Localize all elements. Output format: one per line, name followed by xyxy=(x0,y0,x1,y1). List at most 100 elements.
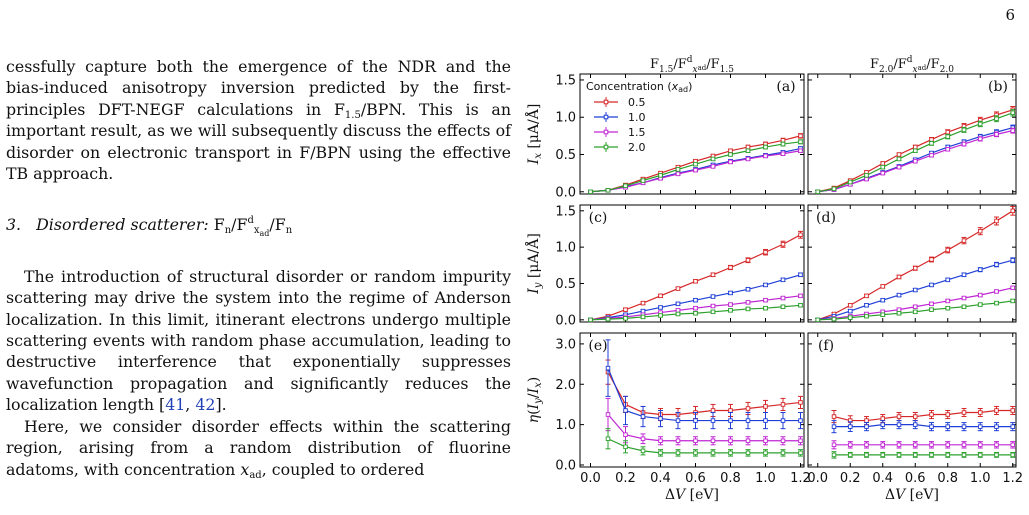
paragraph-1: cessfully capture both the emergence of … xyxy=(6,57,512,184)
data-point xyxy=(798,148,803,154)
data-point xyxy=(994,408,999,413)
data-point xyxy=(693,297,698,303)
data-point xyxy=(640,314,646,320)
legend-marker xyxy=(603,114,609,120)
data-point xyxy=(848,308,853,314)
panel-b: (b) xyxy=(807,73,1017,195)
data-point xyxy=(880,164,886,170)
data-point xyxy=(945,298,951,304)
data-point xyxy=(961,410,967,415)
series-line-1.0 xyxy=(834,424,1013,428)
data-point xyxy=(693,311,698,316)
data-point xyxy=(945,129,951,135)
data-point xyxy=(798,232,803,238)
panel-frame xyxy=(807,73,1017,195)
data-point xyxy=(994,424,999,429)
data-point xyxy=(798,139,803,145)
legend-marker xyxy=(603,99,609,105)
data-point xyxy=(640,436,646,441)
legend-title: Concentration (xad) xyxy=(586,80,692,94)
data-point xyxy=(640,448,646,454)
data-point xyxy=(780,141,786,147)
citation-42[interactable]: 42 xyxy=(195,395,216,415)
data-point xyxy=(763,282,768,288)
data-point xyxy=(658,416,663,421)
y-tick-label: 1.0 xyxy=(555,241,576,256)
panel-label: (a) xyxy=(776,79,795,95)
panel-frame xyxy=(579,204,805,323)
y-tick-label: 3.0 xyxy=(555,337,576,352)
series-line-2.0 xyxy=(590,141,801,193)
data-point xyxy=(798,438,803,444)
data-point xyxy=(880,312,886,317)
y-tick-label: 0.0 xyxy=(555,313,576,328)
data-point xyxy=(763,418,768,423)
x-tick-label: 0.6 xyxy=(685,471,706,486)
data-point xyxy=(929,442,934,448)
data-point xyxy=(780,151,786,157)
data-point xyxy=(978,121,983,127)
x-tick-label: 1.0 xyxy=(970,471,991,486)
panel-frame xyxy=(807,332,1017,468)
data-point xyxy=(978,267,983,272)
text-column: cessfully capture both the emergence of … xyxy=(6,56,511,480)
data-point xyxy=(780,450,786,456)
data-point xyxy=(763,438,768,444)
data-point xyxy=(658,438,663,444)
data-point xyxy=(994,116,999,121)
data-point xyxy=(978,410,983,415)
data-point xyxy=(945,277,951,283)
data-point xyxy=(831,186,837,192)
data-point xyxy=(745,438,751,444)
citation-41[interactable]: 41 xyxy=(165,395,186,415)
data-point xyxy=(929,141,934,146)
panel-label: (f) xyxy=(818,338,834,354)
data-point xyxy=(605,436,611,441)
data-point xyxy=(945,412,951,417)
y-axis-label: Ix [μA/Å] xyxy=(524,104,544,166)
data-point xyxy=(913,144,918,150)
data-point xyxy=(798,400,803,405)
data-point xyxy=(763,249,768,255)
data-point xyxy=(693,305,698,311)
data-point xyxy=(880,416,886,421)
data-point xyxy=(945,424,951,429)
data-point xyxy=(623,432,628,437)
data-point xyxy=(675,418,681,423)
data-point xyxy=(929,152,934,158)
legend-label: 1.0 xyxy=(628,111,646,124)
data-point xyxy=(913,452,918,458)
data-point xyxy=(913,442,918,448)
data-point xyxy=(710,450,716,456)
data-point xyxy=(994,218,999,224)
legend: Concentration (xad) 0.5 1.0 1.5 2.0 xyxy=(586,80,692,154)
data-point xyxy=(1010,424,1016,429)
x-tick-label: 1.0 xyxy=(755,471,776,486)
legend-label: 1.5 xyxy=(628,126,646,139)
panel-a: 0.0 0.5 1.0 1.5 (a) Ix [μA/Å] Concentration (x… xyxy=(524,73,805,200)
data-point xyxy=(831,316,837,322)
data-point xyxy=(675,438,681,444)
data-point xyxy=(675,167,681,172)
data-point xyxy=(623,307,628,312)
data-point xyxy=(1010,285,1016,291)
data-point xyxy=(1010,298,1016,304)
x-axis-label: ΔV [eV] xyxy=(885,487,939,503)
data-point xyxy=(913,148,918,154)
data-point xyxy=(978,292,983,298)
data-point xyxy=(994,289,999,294)
data-point xyxy=(798,450,803,456)
x-tick-label: 0.2 xyxy=(840,471,861,486)
data-point xyxy=(1010,452,1016,458)
data-point xyxy=(945,147,951,152)
data-point xyxy=(896,307,902,312)
data-point xyxy=(896,414,902,419)
data-point xyxy=(929,307,934,312)
data-point xyxy=(728,450,733,456)
data-point xyxy=(675,171,681,177)
data-point xyxy=(605,188,611,193)
series-line-1.0 xyxy=(607,367,801,422)
x-tick-label: 0.4 xyxy=(650,471,671,486)
data-point xyxy=(848,424,853,429)
data-point xyxy=(978,442,983,448)
